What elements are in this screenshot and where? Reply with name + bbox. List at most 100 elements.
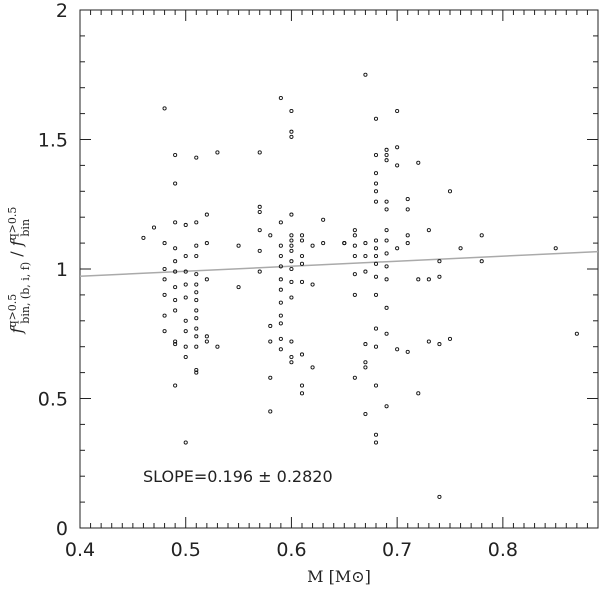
data-point — [384, 147, 389, 152]
data-point — [204, 339, 209, 344]
data-point — [447, 189, 453, 194]
data-point — [384, 228, 389, 233]
data-point — [373, 152, 379, 158]
data-point — [289, 295, 294, 300]
data-point — [204, 334, 209, 339]
data-point — [289, 355, 294, 360]
data-point — [289, 243, 294, 248]
data-point — [299, 261, 305, 266]
data-point — [299, 233, 305, 238]
y-tick-label: 0 — [56, 518, 68, 540]
data-point — [194, 344, 199, 349]
data-point — [173, 246, 178, 251]
data-point — [289, 129, 294, 134]
data-point — [352, 375, 357, 380]
data-point — [173, 342, 178, 347]
data-point — [278, 96, 283, 101]
data-point — [257, 204, 262, 209]
data-point — [194, 155, 199, 160]
x-tick-label: 0.7 — [382, 539, 412, 561]
data-point — [395, 347, 400, 352]
data-point — [162, 329, 167, 334]
x-tick-label: 0.8 — [488, 539, 518, 561]
data-point — [194, 282, 199, 287]
data-point — [384, 305, 389, 310]
data-point — [268, 409, 273, 414]
data-point — [162, 106, 167, 111]
data-point — [289, 238, 294, 243]
data-point — [416, 160, 421, 165]
data-point — [479, 233, 484, 238]
data-point — [373, 171, 379, 176]
data-point — [437, 274, 442, 279]
data-point — [194, 308, 199, 313]
data-point — [183, 222, 188, 228]
data-point — [416, 277, 421, 282]
data-point — [183, 440, 188, 445]
data-point — [437, 342, 442, 347]
data-point — [268, 233, 273, 238]
data-point — [363, 72, 368, 77]
data-point — [173, 181, 178, 186]
data-point — [352, 292, 357, 297]
data-point — [373, 189, 379, 194]
data-point — [352, 272, 357, 277]
data-point — [395, 163, 400, 168]
data-point — [289, 134, 294, 139]
data-point — [373, 432, 379, 437]
data-point — [215, 150, 220, 155]
data-point — [289, 279, 294, 285]
data-point — [204, 241, 209, 246]
y-tick-label: 2 — [56, 0, 68, 22]
data-point — [373, 246, 379, 251]
data-point — [278, 220, 283, 225]
data-point — [310, 365, 315, 370]
x-tick-label: 0.6 — [276, 539, 306, 561]
data-point — [426, 339, 431, 344]
data-point — [363, 253, 368, 259]
data-point — [204, 277, 209, 282]
fit-line — [79, 250, 599, 278]
data-point — [257, 150, 262, 155]
data-point — [194, 220, 199, 225]
data-point — [278, 253, 283, 259]
data-point — [173, 269, 178, 274]
data-point — [373, 261, 379, 266]
data-point — [405, 241, 410, 246]
data-point — [299, 352, 305, 357]
data-point — [363, 360, 368, 365]
data-point — [373, 199, 379, 204]
data-point — [363, 342, 368, 347]
data-point — [173, 285, 178, 290]
data-point — [299, 391, 305, 396]
data-point — [151, 225, 157, 230]
data-point — [183, 269, 188, 274]
data-point — [384, 199, 389, 204]
data-point — [299, 383, 305, 388]
data-point — [278, 264, 283, 269]
data-point — [194, 334, 199, 339]
data-point — [183, 253, 188, 259]
data-point — [373, 238, 379, 243]
data-point — [310, 243, 315, 248]
data-point — [215, 344, 220, 349]
data-point — [289, 360, 294, 365]
data-point — [278, 313, 283, 318]
data-point — [479, 259, 484, 264]
data-point — [289, 212, 294, 217]
data-point — [194, 272, 199, 277]
data-point — [373, 181, 379, 186]
data-point — [194, 370, 199, 375]
data-point — [204, 212, 209, 217]
data-point — [289, 233, 294, 238]
data-point — [278, 277, 283, 282]
data-point — [373, 383, 379, 388]
data-point — [395, 246, 400, 251]
data-point — [257, 209, 262, 215]
data-point — [278, 336, 283, 341]
data-point — [236, 243, 241, 248]
data-point — [162, 313, 167, 318]
data-point — [194, 298, 199, 303]
data-point — [395, 145, 400, 150]
